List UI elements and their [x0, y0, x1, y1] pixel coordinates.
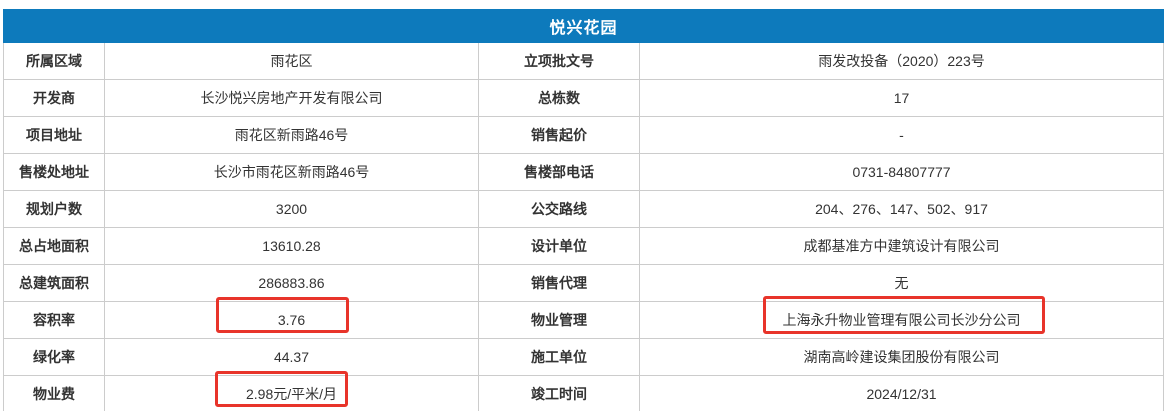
- field-value-property-fee: 2.98元/平米/月: [104, 375, 479, 411]
- field-label-planned-households: 规划户数: [3, 190, 105, 228]
- field-value-design-unit: 成都基准方中建筑设计有限公司: [638, 227, 1165, 265]
- field-value-bus-routes: 204、276、147、502、917: [638, 190, 1165, 228]
- field-value-construction-unit: 湖南高岭建设集团股份有限公司: [638, 338, 1165, 376]
- table-row: 总占地面积 13610.28 设计单位 成都基准方中建筑设计有限公司: [3, 227, 1165, 265]
- table-row: 绿化率 44.37 施工单位 湖南高岭建设集团股份有限公司: [3, 338, 1165, 376]
- field-label-total-buildings: 总栋数: [478, 79, 640, 117]
- field-value-planned-households: 3200: [104, 190, 479, 228]
- field-label-construction-unit: 施工单位: [478, 338, 640, 376]
- field-label-sales-phone: 售楼部电话: [478, 153, 640, 191]
- field-value-total-land-area: 13610.28: [104, 227, 479, 265]
- field-label-developer: 开发商: [3, 79, 105, 117]
- field-label-bus-routes: 公交路线: [478, 190, 640, 228]
- page-title: 悦兴花园: [2, 9, 1165, 43]
- field-value-total-buildings: 17: [638, 79, 1165, 117]
- table-row: 项目地址 雨花区新雨路46号 销售起价 -: [3, 116, 1165, 154]
- field-value-greening-rate: 44.37: [104, 338, 479, 376]
- table-row: 容积率 3.76 物业管理 上海永升物业管理有限公司长沙分公司: [3, 301, 1165, 339]
- field-label-approval-no: 立项批文号: [478, 42, 640, 80]
- field-value-developer: 长沙悦兴房地产开发有限公司: [104, 79, 479, 117]
- table-row: 售楼处地址 长沙市雨花区新雨路46号 售楼部电话 0731-84807777: [3, 153, 1165, 191]
- table-row: 总建筑面积 286883.86 销售代理 无: [3, 264, 1165, 302]
- field-label-completion-date: 竣工时间: [478, 375, 640, 411]
- field-label-property-management: 物业管理: [478, 301, 640, 339]
- field-label-design-unit: 设计单位: [478, 227, 640, 265]
- field-value-sales-agent: 无: [638, 264, 1165, 302]
- field-label-sales-agent: 销售代理: [478, 264, 640, 302]
- field-label-plot-ratio: 容积率: [3, 301, 105, 339]
- field-value-property-management: 上海永升物业管理有限公司长沙分公司: [638, 301, 1165, 339]
- field-label-greening-rate: 绿化率: [3, 338, 105, 376]
- field-value-sales-office-address: 长沙市雨花区新雨路46号: [104, 153, 479, 191]
- field-value-district: 雨花区: [104, 42, 479, 80]
- field-label-total-floor-area: 总建筑面积: [3, 264, 105, 302]
- field-label-total-land-area: 总占地面积: [3, 227, 105, 265]
- field-label-property-fee: 物业费: [3, 375, 105, 411]
- table-row: 物业费 2.98元/平米/月 竣工时间 2024/12/31: [3, 375, 1165, 411]
- table-header-row: 悦兴花园: [2, 9, 1165, 43]
- table-row: 规划户数 3200 公交路线 204、276、147、502、917: [3, 190, 1165, 228]
- field-value-plot-ratio: 3.76: [104, 301, 479, 339]
- table-row: 开发商 长沙悦兴房地产开发有限公司 总栋数 17: [3, 79, 1165, 117]
- field-label-district: 所属区域: [3, 42, 105, 80]
- field-value-total-floor-area: 286883.86: [104, 264, 479, 302]
- field-value-project-address: 雨花区新雨路46号: [104, 116, 479, 154]
- table-row: 所属区域 雨花区 立项批文号 雨发改投备（2020）223号: [3, 42, 1165, 80]
- field-label-sales-office-address: 售楼处地址: [3, 153, 105, 191]
- field-label-starting-price: 销售起价: [478, 116, 640, 154]
- field-value-approval-no: 雨发改投备（2020）223号: [638, 42, 1165, 80]
- estate-info-table: 悦兴花园 所属区域 雨花区 立项批文号 雨发改投备（2020）223号 开发商 …: [2, 9, 1165, 411]
- field-label-project-address: 项目地址: [3, 116, 105, 154]
- field-value-sales-phone: 0731-84807777: [638, 153, 1165, 191]
- field-value-completion-date: 2024/12/31: [638, 375, 1165, 411]
- field-value-starting-price: -: [638, 116, 1165, 154]
